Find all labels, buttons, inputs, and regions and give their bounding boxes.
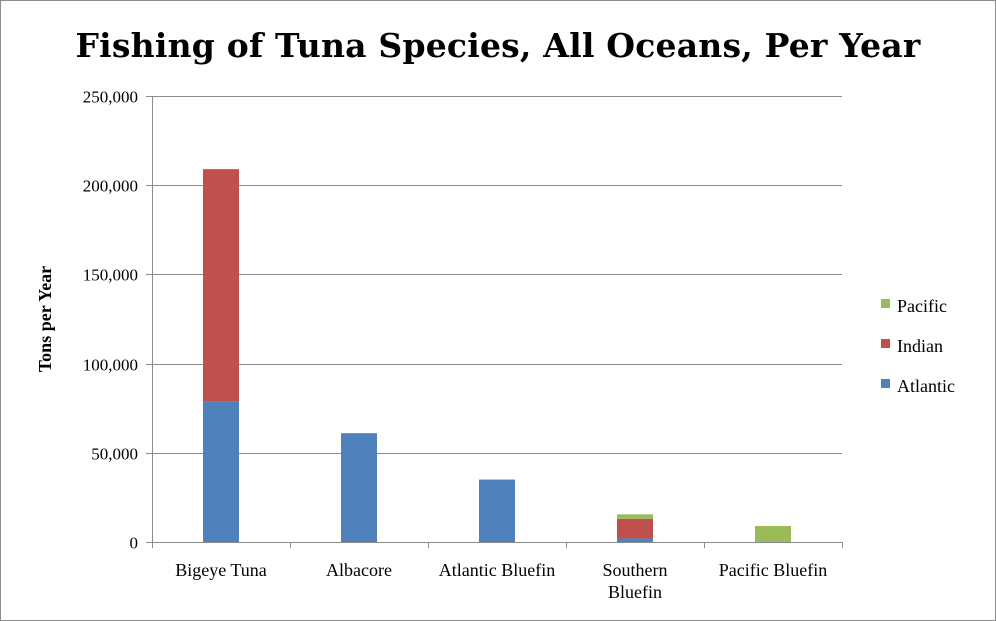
legend-swatch-atlantic (881, 379, 890, 388)
chart-title: Fishing of Tuna Species, All Oceans, Per… (75, 26, 921, 65)
x-category-label: Albacore (326, 560, 392, 580)
x-category-label: Bigeye Tuna (175, 560, 267, 580)
legend: Pacific Indian Atlantic (881, 296, 955, 396)
legend-label-indian: Indian (897, 336, 943, 356)
axes: 0 50,000 100,000 150,000 200,000 250,000 Bigey… (35, 88, 843, 602)
bar-indian (203, 169, 239, 402)
legend-swatch-indian (881, 339, 890, 348)
y-tick-label: 150,000 (83, 266, 138, 285)
y-tick-label: 250,000 (83, 88, 138, 107)
gridlines (146, 96, 842, 543)
x-category-label: Atlantic Bluefin (439, 560, 555, 580)
x-category-label: Bluefin (608, 582, 662, 602)
bar-atlantic (341, 433, 377, 542)
bars (203, 169, 791, 542)
y-tick-label: 50,000 (91, 445, 138, 464)
x-category-label: Pacific Bluefin (719, 560, 827, 580)
y-tick-label: 200,000 (83, 177, 138, 196)
legend-label-pacific: Pacific (897, 296, 947, 316)
y-tick-label: 0 (130, 534, 139, 553)
legend-swatch-pacific (881, 299, 890, 308)
y-axis-title: Tons per Year (35, 266, 55, 372)
bar-pacific (755, 525, 791, 542)
bar-pacific (617, 514, 653, 519)
bar-atlantic (479, 479, 515, 542)
legend-label-atlantic: Atlantic (897, 376, 955, 396)
bar-atlantic (203, 401, 239, 542)
x-category-label: Southern (603, 560, 668, 580)
y-tick-label: 100,000 (83, 356, 138, 375)
bar-atlantic (617, 538, 653, 542)
bar-indian (617, 518, 653, 539)
